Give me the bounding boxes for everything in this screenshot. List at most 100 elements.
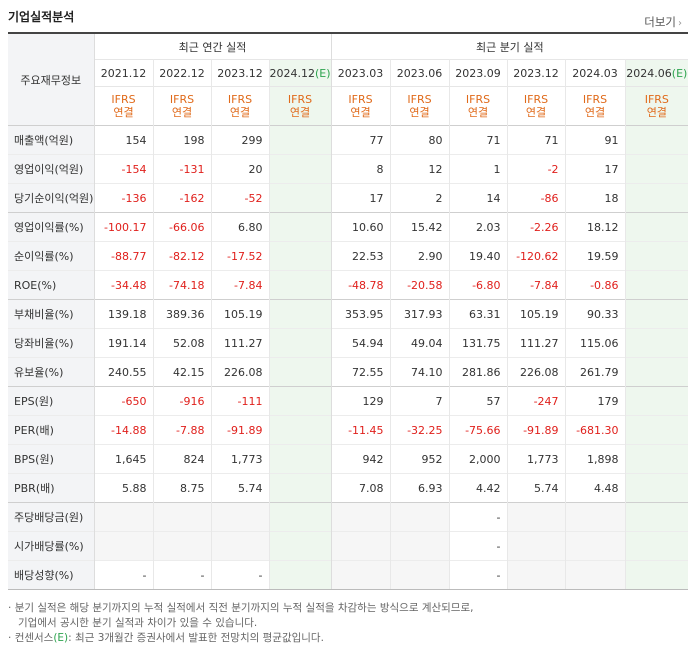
ifrs-label: IFRS xyxy=(407,93,432,106)
table-cell: 8 xyxy=(331,154,391,184)
table-cell: 8.75 xyxy=(153,473,212,503)
table-row: 영업이익(억원) -154 -131 20 8 12 1 -2 17 xyxy=(8,154,689,184)
table-cell xyxy=(625,531,689,561)
table-cell: 281.86 xyxy=(449,357,508,387)
table-cell xyxy=(269,125,332,155)
table-cell: 12 xyxy=(390,154,450,184)
period-header-row: 2021.12 2022.12 2023.12 2024.12(E) 2023.03 20… xyxy=(8,59,689,87)
ifrs-label: IFRS xyxy=(523,93,549,106)
table-cell xyxy=(625,270,689,300)
table-cell: 5.74 xyxy=(507,473,566,503)
table-cell: 131.75 xyxy=(449,328,508,358)
table-cell: 4.48 xyxy=(565,473,626,503)
table-cell: -7.84 xyxy=(507,270,566,300)
accounting-standard: IFRS 연결 xyxy=(565,86,626,126)
table-cell: 942 xyxy=(331,444,391,474)
table-cell: -20.58 xyxy=(390,270,450,300)
table-cell: 2,000 xyxy=(449,444,508,474)
table-row: EPS(원) -650 -916 -111 129 7 57 -247 179 xyxy=(8,386,689,416)
ifrs-label: IFRS xyxy=(227,93,253,106)
table-cell xyxy=(211,531,270,561)
annual-period: 2021.12 xyxy=(94,59,154,87)
quarterly-period: 2024.06(E) xyxy=(625,59,689,87)
table-cell xyxy=(565,531,626,561)
table-cell: 299 xyxy=(211,125,270,155)
table-cell: 105.19 xyxy=(211,299,270,329)
table-cell xyxy=(269,560,332,590)
accounting-standard: IFRS 연결 xyxy=(211,86,270,126)
accounting-standard: IFRS 연결 xyxy=(153,86,212,126)
table-cell xyxy=(625,154,689,184)
table-cell xyxy=(331,560,391,590)
table-cell: 91 xyxy=(565,125,626,155)
quarterly-period: 2023.09 xyxy=(449,59,508,87)
annual-period: 2023.12 xyxy=(211,59,270,87)
table-cell: 139.18 xyxy=(94,299,154,329)
bullet: · xyxy=(8,632,12,644)
table-cell xyxy=(565,560,626,590)
table-cell xyxy=(625,415,689,445)
table-row: 주당배당금(원) - xyxy=(8,502,689,532)
row-label: EPS(원) xyxy=(8,386,95,416)
consolidated-label: 연결 xyxy=(289,106,311,119)
table-cell xyxy=(94,502,154,532)
table-cell xyxy=(625,183,689,213)
row-label: 영업이익률(%) xyxy=(8,212,95,242)
table-cell: 261.79 xyxy=(565,357,626,387)
accounting-standard: IFRS 연결 xyxy=(331,86,391,126)
footnote-line1: 분기 실적은 해당 분기까지의 누적 실적에서 직전 분기까지의 누적 실적을 … xyxy=(14,602,474,614)
table-cell xyxy=(507,531,566,561)
table-cell: - xyxy=(94,560,154,590)
table-cell: 57 xyxy=(449,386,508,416)
table-cell: -91.89 xyxy=(507,415,566,445)
ifrs-label: IFRS xyxy=(348,93,373,106)
table-cell xyxy=(390,502,450,532)
table-cell xyxy=(153,502,212,532)
period-label: 2022.12 xyxy=(159,66,205,80)
quarterly-period: 2023.12 xyxy=(507,59,566,87)
table-cell: 5.88 xyxy=(94,473,154,503)
period-label: 2024.12 xyxy=(269,66,316,80)
consolidated-label: 연결 xyxy=(171,106,193,119)
table-cell xyxy=(625,241,689,271)
table-cell xyxy=(625,473,689,503)
table-cell xyxy=(269,386,332,416)
table-cell: 42.15 xyxy=(153,357,212,387)
table-cell: -52 xyxy=(211,183,270,213)
table-cell: 18.12 xyxy=(565,212,626,242)
table-cell: 71 xyxy=(507,125,566,155)
table-cell: 2.90 xyxy=(390,241,450,271)
footnote-quarterly: · 분기 실적은 해당 분기까지의 누적 실적에서 직전 분기까지의 누적 실적… xyxy=(8,601,473,631)
table-row: ROE(%) -34.48 -74.18 -7.84 -48.78 -20.58 -6.80… xyxy=(8,270,689,300)
table-cell: 389.36 xyxy=(153,299,212,329)
table-cell: 22.53 xyxy=(331,241,391,271)
table-cell xyxy=(269,328,332,358)
table-cell: -2.26 xyxy=(507,212,566,242)
period-label: 2024.03 xyxy=(572,66,618,80)
table-cell: 6.93 xyxy=(390,473,450,503)
row-label: 당기순이익(억원) xyxy=(8,183,95,213)
row-label: 유보율(%) xyxy=(8,357,95,387)
group-header-row: 주요재무정보 최근 연간 실적 최근 분기 실적 xyxy=(8,32,689,126)
ifrs-label: IFRS xyxy=(111,93,136,106)
table-cell: -136 xyxy=(94,183,154,213)
table-row: 시가배당률(%) - xyxy=(8,531,689,561)
table-cell: 1,898 xyxy=(565,444,626,474)
table-cell xyxy=(269,473,332,503)
table-cell xyxy=(565,502,626,532)
table-row: 유보율(%) 240.55 42.15 226.08 72.55 74.10 281.86 2… xyxy=(8,357,689,387)
table-cell xyxy=(269,241,332,271)
table-cell xyxy=(625,328,689,358)
period-label: 2023.12 xyxy=(513,66,559,80)
table-cell xyxy=(390,531,450,561)
financial-summary-table: 주요재무정보 최근 연간 실적 최근 분기 실적 2021.12 2022.12 2023… xyxy=(8,32,689,590)
more-link[interactable]: 더보기 › xyxy=(644,14,682,30)
table-cell: -17.52 xyxy=(211,241,270,271)
table-cell: 111.27 xyxy=(211,328,270,358)
table-cell: 952 xyxy=(390,444,450,474)
table-cell xyxy=(625,299,689,329)
annual-group-label: 최근 연간 실적 xyxy=(94,32,332,60)
table-cell: 2 xyxy=(390,183,450,213)
table-cell: -6.80 xyxy=(449,270,508,300)
table-cell xyxy=(507,560,566,590)
